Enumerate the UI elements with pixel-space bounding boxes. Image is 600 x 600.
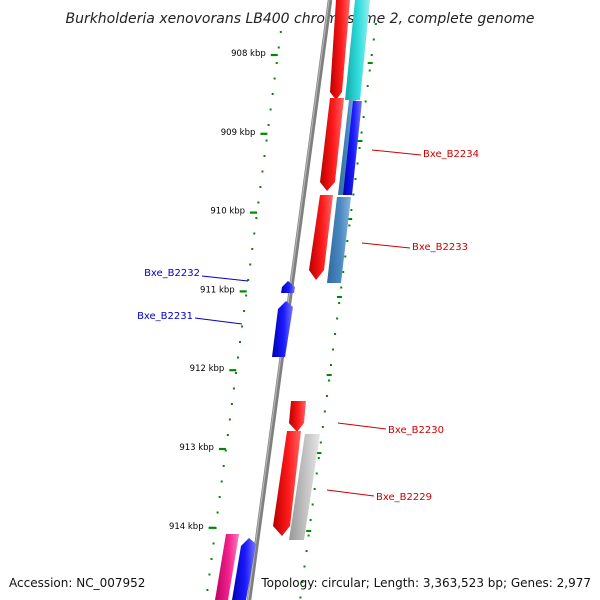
gene-arrow-bxe-b2230[interactable]	[289, 401, 306, 432]
ruler-tick-label: 913 kbp	[179, 443, 214, 453]
leader-line-bxe-b2230	[337, 422, 387, 430]
leader-line-bxe-b2229	[326, 489, 375, 497]
leader-line-bxe-b2234	[371, 149, 422, 156]
ruler-ticks: 908 kbp 909 kbp 910 kbp 911 kbp 912 kbp 913 k…	[169, 49, 278, 532]
gene-label-bxe-b2230[interactable]: Bxe_B2230	[388, 425, 444, 436]
gene-labels: Bxe_B2234 Bxe_B2233 Bxe_B2232 Bxe_B2231 …	[137, 149, 479, 503]
ruler-dots	[206, 23, 377, 599]
gene-features	[215, 0, 370, 600]
chromosome-backbone-highlight	[247, 0, 330, 600]
gene-arrow-top-red[interactable]	[330, 0, 350, 100]
gene-arrow-bottom-blue[interactable]	[232, 538, 256, 600]
accession-text: Accession: NC_007952	[9, 576, 145, 590]
map-title: Burkholderia xenovorans LB400 chromosome…	[65, 11, 534, 27]
ruler-tick-label: 914 kbp	[169, 522, 204, 532]
feature-rna-2233[interactable]	[327, 197, 351, 283]
leader-line-bxe-b2233	[361, 242, 411, 249]
gene-arrow-bxe-b2234[interactable]	[320, 98, 344, 191]
feature-top-cyan[interactable]	[345, 0, 370, 100]
gene-arrow-blue-2234[interactable]	[343, 101, 362, 195]
ruler-tick-label: 910 kbp	[210, 207, 245, 217]
feature-bottom-pink[interactable]	[215, 534, 239, 600]
gene-arrow-bxe-b2229[interactable]	[273, 431, 301, 536]
chromosome-backbone	[246, 0, 333, 600]
ruler-tick-label: 909 kbp	[221, 128, 256, 138]
gene-label-bxe-b2232[interactable]: Bxe_B2232	[144, 268, 200, 279]
topology-text: Topology: circular; Length: 3,363,523 bp…	[260, 576, 591, 590]
feature-gray[interactable]	[289, 434, 320, 540]
gene-arrow-bxe-b2232[interactable]	[281, 281, 295, 293]
gene-label-bxe-b2229[interactable]: Bxe_B2229	[376, 492, 432, 503]
leader-line-bxe-b2232	[201, 275, 249, 282]
ruler-tick-label: 911 kbp	[200, 285, 235, 295]
gene-label-bxe-b2233[interactable]: Bxe_B2233	[412, 242, 468, 253]
ruler-tick-label: 912 kbp	[190, 364, 225, 374]
gene-arrow-bxe-b2233[interactable]	[309, 195, 333, 280]
gene-label-bxe-b2231[interactable]: Bxe_B2231	[137, 311, 193, 322]
ruler-tick-label: 908 kbp	[231, 49, 266, 59]
gene-label-bxe-b2234[interactable]: Bxe_B2234	[423, 149, 479, 160]
leader-line-bxe-b2231	[194, 317, 243, 325]
gene-arrow-bxe-b2231[interactable]	[272, 301, 293, 357]
